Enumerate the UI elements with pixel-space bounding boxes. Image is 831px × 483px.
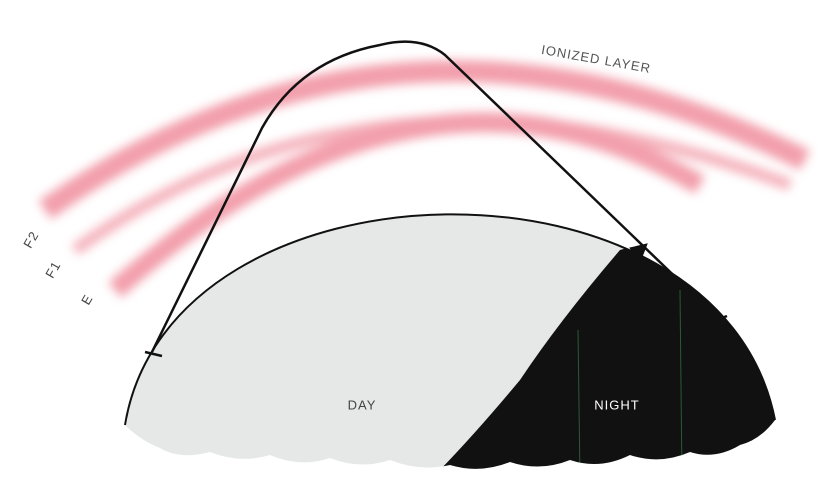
diagram: IONIZED LAYER F2 F1 E DAY NIGHT [0, 0, 831, 483]
layer-label: F2 [20, 228, 42, 250]
layer-label: F1 [42, 258, 64, 280]
layer-label: E [78, 292, 96, 308]
region-label: DAY [348, 397, 377, 412]
page: IONIZED LAYER F2 F1 E DAY NIGHT (() => {… [0, 0, 831, 483]
region-label: NIGHT [594, 397, 639, 412]
